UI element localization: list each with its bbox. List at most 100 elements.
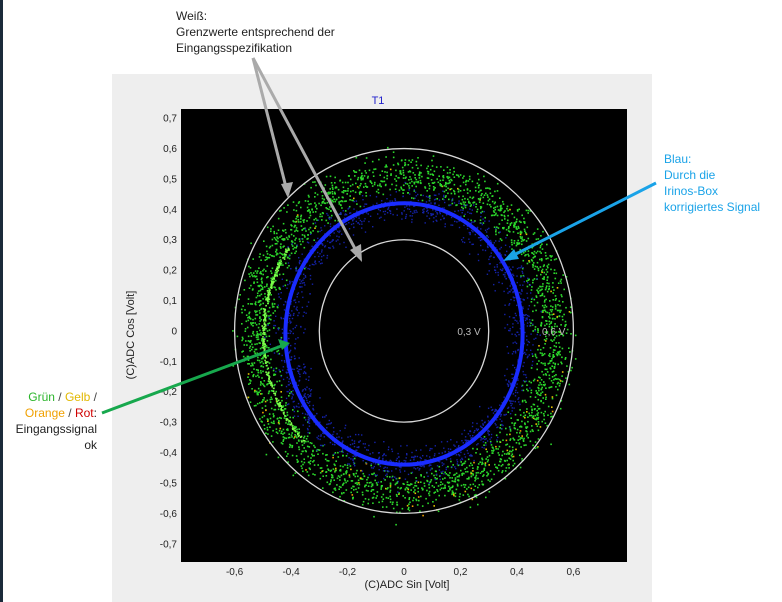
data-point-green [427, 177, 430, 179]
data-point-green [308, 461, 310, 463]
data-point-green [279, 370, 281, 373]
data-point-green [392, 501, 394, 504]
data-point-green [345, 455, 348, 457]
data-point-green-edge [263, 315, 266, 318]
data-point-green [541, 354, 543, 357]
data-point-green [377, 184, 379, 187]
data-point-green-edge [265, 304, 267, 307]
data-point-green [555, 258, 558, 260]
data-point-green [524, 232, 527, 234]
data-point-green [250, 348, 253, 351]
data-point-blue [430, 213, 432, 215]
data-point-green [446, 481, 449, 484]
data-point-green [263, 397, 265, 399]
data-point-blue [282, 317, 285, 320]
data-point-blue [421, 465, 424, 467]
data-point-green [339, 468, 342, 471]
data-point-green [400, 188, 403, 190]
data-point-green [521, 238, 524, 240]
data-point-blue [492, 256, 495, 259]
data-point-green [500, 209, 502, 212]
data-point-green [457, 187, 459, 190]
data-point-blue [434, 202, 436, 204]
data-point-green [546, 323, 548, 325]
data-point-green [507, 230, 510, 232]
data-point-green [453, 191, 456, 193]
data-point-green [299, 221, 302, 223]
data-point-blue [474, 233, 476, 236]
data-point-green [497, 448, 499, 450]
data-point-green [397, 486, 399, 489]
data-point-green-edge [261, 325, 263, 327]
data-point-green [520, 240, 523, 243]
data-point-green [254, 348, 257, 351]
data-point-blue [293, 299, 295, 302]
data-point-green [553, 325, 556, 328]
data-point-green [263, 428, 266, 430]
data-point-green [340, 474, 343, 477]
data-point-green [335, 469, 337, 472]
data-point-green [450, 192, 453, 195]
data-point-blue [288, 380, 290, 383]
data-point-green [330, 480, 332, 483]
data-point-blue [485, 438, 487, 440]
data-point-green [457, 188, 460, 191]
data-point-green [305, 230, 307, 232]
data-point-blue [332, 433, 334, 436]
data-point-green [532, 233, 535, 235]
data-point-green [409, 484, 411, 487]
data-point-green [523, 437, 525, 440]
data-point-green [262, 298, 264, 300]
data-point-green [427, 172, 430, 175]
data-point-green [261, 288, 264, 290]
data-point-blue [320, 435, 322, 437]
data-point-green [549, 386, 552, 389]
data-point-blue [309, 293, 311, 295]
data-point-green [510, 417, 512, 419]
data-point-blue [438, 193, 440, 195]
data-point-blue [515, 386, 518, 389]
data-point-green [421, 175, 423, 178]
data-point-green [302, 240, 304, 243]
data-point-green [409, 182, 411, 184]
data-point-blue [382, 457, 384, 460]
data-point-green [468, 464, 471, 467]
data-point-green [238, 298, 240, 301]
data-point-blue [301, 306, 304, 309]
data-point-blue [413, 457, 415, 459]
data-point-green [512, 459, 514, 462]
data-point-green [253, 281, 255, 283]
data-point-green [478, 201, 481, 203]
data-point-green [510, 239, 513, 241]
data-point-green [532, 257, 535, 259]
data-point-green [548, 374, 551, 377]
data-point-green [467, 493, 469, 496]
data-point-green [536, 405, 539, 408]
data-point-blue [415, 195, 417, 197]
data-point-blue [343, 241, 345, 244]
data-point-green [545, 396, 547, 399]
data-point-green [466, 470, 469, 473]
data-point-green [345, 472, 347, 475]
data-point-green [328, 208, 330, 211]
data-point-blue [372, 226, 374, 228]
data-point-green [548, 285, 551, 288]
data-point-green [256, 331, 258, 333]
data-point-green-edge [272, 387, 275, 390]
data-point-green [259, 317, 261, 320]
data-point-blue [524, 351, 526, 354]
data-point-blue [461, 239, 463, 241]
data-point-blue [306, 305, 308, 308]
data-point-green [261, 407, 264, 409]
x-tick-label: 0,4 [510, 567, 524, 578]
data-point-green [523, 239, 526, 241]
data-point-green [423, 482, 426, 485]
data-point-green [415, 178, 418, 181]
data-point-blue [287, 391, 289, 393]
data-point-green [263, 424, 266, 426]
data-point-blue [509, 330, 511, 332]
data-point-green [338, 485, 341, 488]
data-point-green [300, 453, 303, 455]
data-point-green [251, 388, 253, 390]
data-point-green [535, 238, 538, 241]
